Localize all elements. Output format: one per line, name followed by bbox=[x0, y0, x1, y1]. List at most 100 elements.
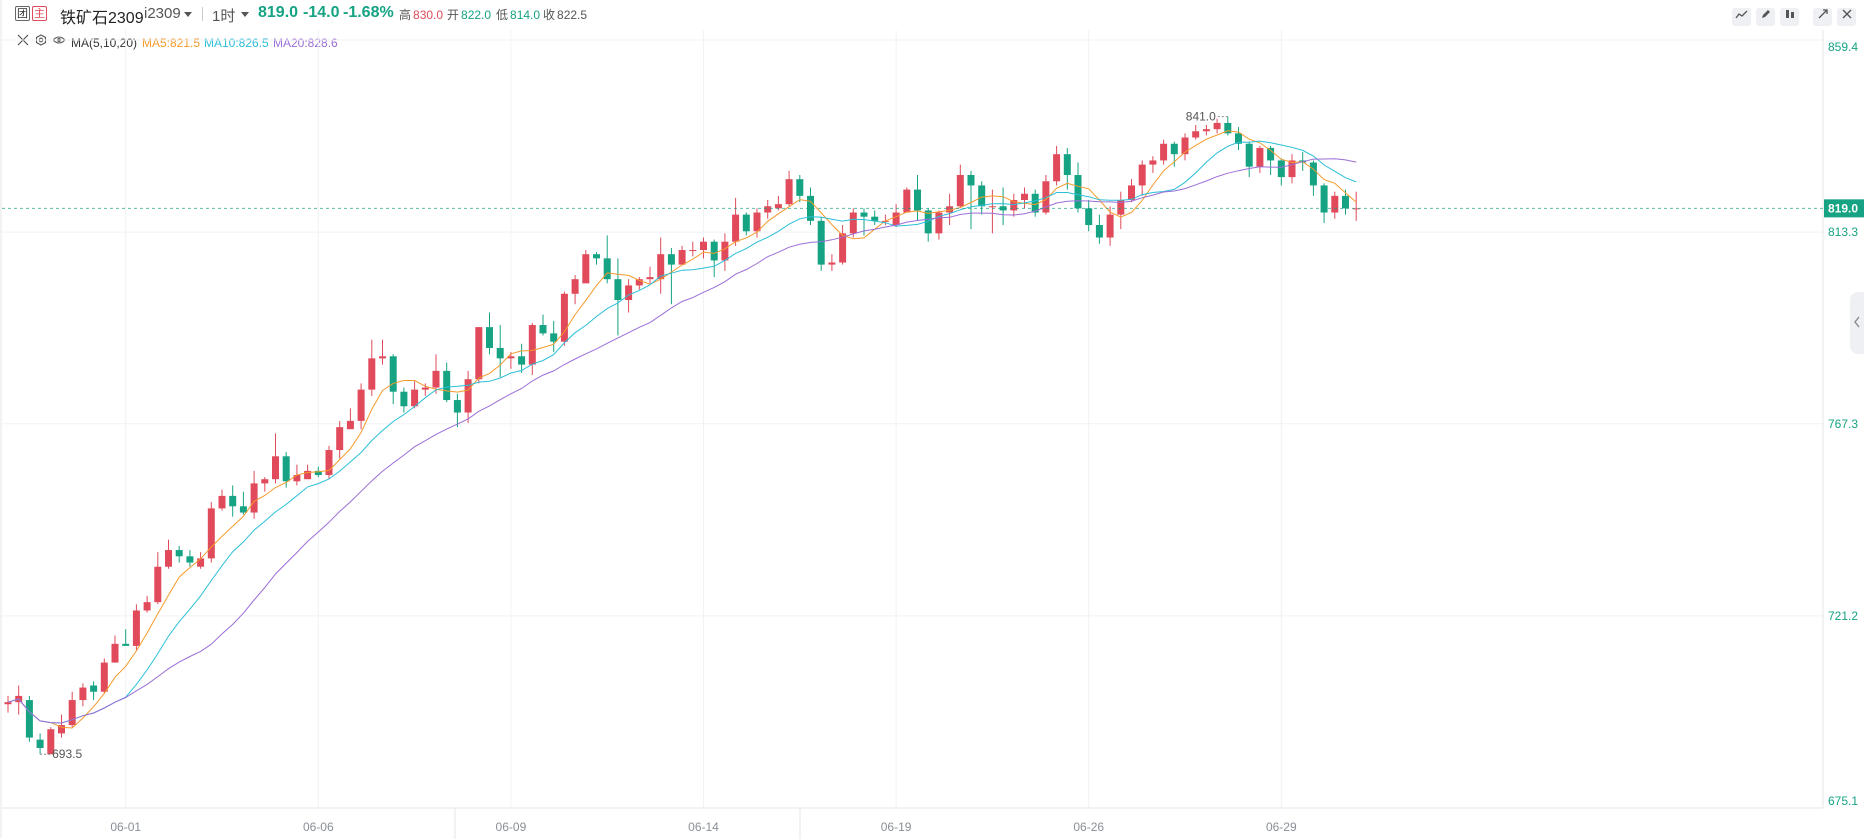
candle-up bbox=[678, 250, 686, 265]
candle-up bbox=[1149, 160, 1157, 165]
pencil-icon[interactable] bbox=[1756, 8, 1775, 26]
candle-up bbox=[528, 325, 536, 365]
price-tick-label: 721.2 bbox=[1828, 609, 1858, 623]
candle-up bbox=[635, 279, 643, 286]
candle-up bbox=[272, 456, 279, 480]
candle-up bbox=[732, 214, 740, 242]
candle-up bbox=[625, 285, 633, 301]
candle-up bbox=[1117, 200, 1125, 215]
candles-layer bbox=[4, 116, 1360, 755]
ma20-line bbox=[7, 158, 1357, 724]
candle-down bbox=[1074, 175, 1082, 209]
ma10-line bbox=[7, 140, 1357, 724]
candle-down bbox=[924, 210, 932, 234]
symbol-code[interactable]: i2309 bbox=[144, 5, 181, 22]
candle-up bbox=[1213, 122, 1221, 130]
candle-down bbox=[914, 189, 921, 211]
candle-up bbox=[432, 370, 440, 388]
candle-up bbox=[293, 475, 301, 482]
side-panel-toggle[interactable] bbox=[1850, 292, 1864, 354]
candle-down bbox=[186, 556, 194, 563]
candle-down bbox=[614, 279, 622, 301]
candle-down bbox=[1031, 193, 1039, 213]
candle-down bbox=[314, 470, 322, 476]
candle-up bbox=[1256, 147, 1264, 167]
candle-down bbox=[175, 550, 183, 557]
candle-down bbox=[1224, 122, 1232, 134]
candle-up bbox=[828, 262, 836, 265]
candle-down bbox=[967, 175, 975, 186]
high-number: 830.0 bbox=[413, 8, 444, 22]
candle-up bbox=[1021, 193, 1028, 201]
candle-up bbox=[79, 687, 87, 701]
candle-up bbox=[100, 662, 108, 692]
candle-down bbox=[1095, 225, 1103, 238]
header-divider bbox=[202, 7, 203, 21]
candle-up bbox=[1160, 143, 1168, 161]
chart-header: 团 主 铁矿石2309 i2309 1时 819.0 -14.0 -1.68% … bbox=[0, 0, 1864, 28]
period-selector[interactable]: 1时 bbox=[212, 8, 236, 25]
candle-up bbox=[143, 602, 151, 611]
high-label: 高 bbox=[399, 8, 412, 22]
price-tick-label: 675.1 bbox=[1828, 794, 1858, 808]
candle-up bbox=[560, 293, 568, 342]
candle-up bbox=[1331, 195, 1339, 213]
candle-down bbox=[593, 254, 600, 259]
low-label: 低 bbox=[496, 8, 509, 22]
candle-down bbox=[860, 212, 868, 217]
close-icon[interactable] bbox=[1837, 8, 1856, 26]
low-number: 814.0 bbox=[510, 8, 541, 22]
candle-down bbox=[239, 506, 247, 513]
candle-up bbox=[411, 389, 419, 407]
candle-up bbox=[1181, 137, 1189, 155]
candle-up bbox=[1042, 181, 1050, 213]
candle-up bbox=[4, 702, 12, 705]
candle-up bbox=[935, 212, 943, 234]
candle-up bbox=[325, 450, 333, 476]
symbol-name[interactable]: 铁矿石2309 bbox=[60, 10, 144, 27]
candle-up bbox=[892, 212, 900, 226]
date-axis: 06-01 06-06 06-09 06-14 06-19 06-26 06-29 bbox=[110, 820, 1297, 834]
candle-up bbox=[1202, 129, 1210, 132]
candle-down bbox=[1235, 133, 1242, 144]
collapse-icon[interactable] bbox=[1813, 8, 1832, 26]
candle-up bbox=[379, 356, 386, 359]
candle-up bbox=[1192, 131, 1200, 138]
period-dropdown-chevron-icon[interactable] bbox=[241, 12, 249, 17]
candle-down bbox=[1267, 147, 1275, 161]
candle-down bbox=[710, 241, 718, 261]
ma5-line bbox=[7, 130, 1357, 729]
line-chart-icon[interactable] bbox=[1732, 8, 1751, 26]
candle-up bbox=[700, 241, 707, 251]
date-tick-label: 06-06 bbox=[303, 820, 334, 834]
date-tick-label: 06-29 bbox=[1266, 820, 1297, 834]
candle-up bbox=[774, 204, 782, 209]
candle-down bbox=[122, 643, 130, 646]
candle-up bbox=[849, 212, 857, 234]
current-price-tag bbox=[1824, 199, 1864, 218]
current-price-tag-label: 819.0 bbox=[1828, 201, 1858, 215]
date-tick-label: 06-09 bbox=[496, 820, 527, 834]
candle-up bbox=[571, 279, 579, 294]
candle-down bbox=[603, 258, 611, 280]
candle-up bbox=[1106, 214, 1114, 238]
close-number: 822.5 bbox=[557, 8, 588, 22]
symbol-dropdown-chevron-icon[interactable] bbox=[184, 12, 192, 17]
candle-down bbox=[229, 495, 237, 507]
candle-down bbox=[796, 179, 804, 196]
chart-grid bbox=[0, 0, 1824, 839]
candle-up bbox=[132, 610, 140, 646]
main-contract-badge[interactable]: 主 bbox=[32, 6, 47, 21]
high-value: 高 830.0 bbox=[399, 6, 443, 23]
group-badge[interactable]: 团 bbox=[15, 6, 30, 21]
compare-icon[interactable] bbox=[1780, 8, 1799, 26]
date-tick-label: 06-26 bbox=[1073, 820, 1104, 834]
candle-down bbox=[539, 325, 547, 334]
candle-up bbox=[218, 495, 226, 509]
candle-up bbox=[657, 254, 665, 280]
candle-up bbox=[336, 427, 344, 451]
candle-up bbox=[956, 175, 964, 207]
candle-down bbox=[25, 700, 33, 738]
chevron-left-icon[interactable] bbox=[1853, 316, 1861, 328]
